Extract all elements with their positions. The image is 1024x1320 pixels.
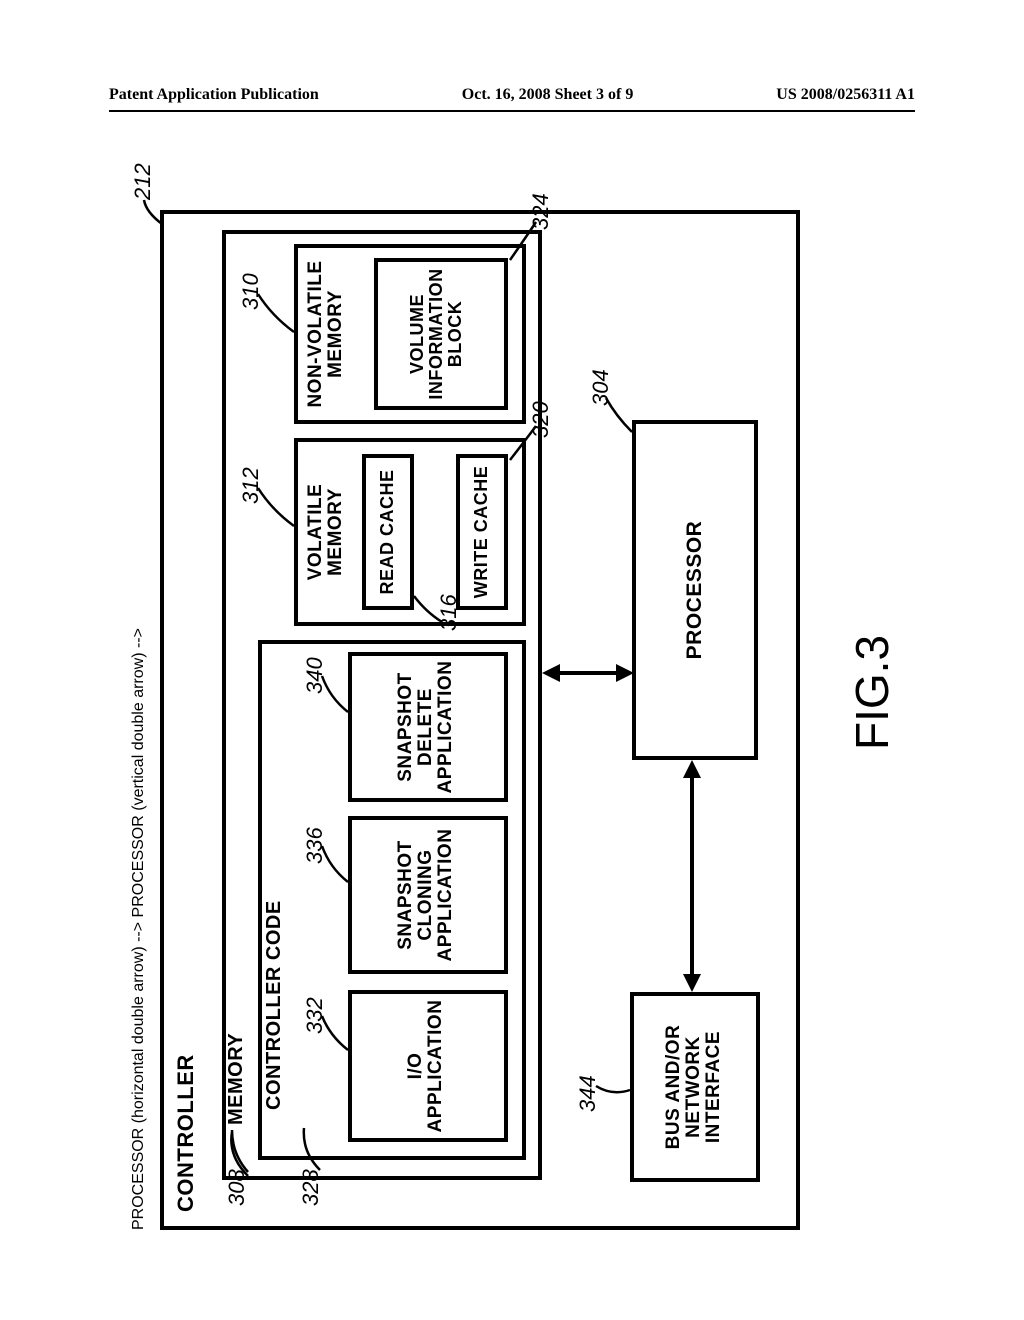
nonvolatile-title: NON-VOLATILE MEMORY <box>306 244 346 424</box>
leader-324 <box>506 216 542 264</box>
processor-label: PROCESSOR <box>684 420 706 760</box>
write-cache-label: WRITE CACHE <box>472 454 491 610</box>
conn-bus-proc <box>690 776 694 974</box>
read-cache-label: READ CACHE <box>378 454 397 610</box>
leader-336 <box>316 840 352 886</box>
leader-212 <box>140 190 168 230</box>
conn-mem-proc <box>560 671 618 675</box>
controller-code-ref: 328 <box>298 1169 324 1206</box>
clone-app-label: SNAPSHOT CLONING APPLICATION <box>396 816 456 974</box>
controller-title: CONTROLLER <box>174 1054 197 1212</box>
memory-title: MEMORY <box>226 1033 247 1125</box>
arrow-bus-side <box>683 974 701 992</box>
header-rule <box>109 110 915 112</box>
vib-label: VOLUME INFORMATION BLOCK <box>408 258 465 410</box>
leader-328 <box>294 1124 324 1174</box>
delete-app-label: SNAPSHOT DELETE APPLICATION <box>396 652 456 802</box>
leader-344 <box>594 1066 634 1102</box>
volatile-title: VOLATILE MEMORY <box>306 438 346 626</box>
header-left: Patent Application Publication <box>109 86 319 104</box>
arrow-mem-side <box>542 664 560 682</box>
figure-caption: FIG.3 <box>845 635 899 750</box>
page-header: Patent Application Publication Oct. 16, … <box>109 86 915 104</box>
io-app-label: I/O APPLICATION <box>406 990 446 1142</box>
controller-code-title: CONTROLLER CODE <box>264 900 285 1110</box>
bus-if-label: BUS AND/OR NETWORK INTERFACE <box>664 992 724 1182</box>
leader-312 <box>252 482 298 530</box>
figure: CONTROLLER 212 MEMORY 308 CONTROLLER COD… <box>130 180 900 1230</box>
figure-stage: CONTROLLER 212 MEMORY 308 CONTROLLER COD… <box>130 180 900 1230</box>
header-center: Oct. 16, 2008 Sheet 3 of 9 <box>462 86 634 104</box>
arrow-proc-side-v <box>616 664 634 682</box>
leader-340 <box>316 670 352 716</box>
leader-310 <box>252 288 298 336</box>
leader-304 <box>600 392 636 436</box>
leader-332 <box>316 1010 352 1054</box>
arrow-proc-side <box>683 760 701 778</box>
leader-320 <box>506 420 542 464</box>
leader-308b <box>226 1126 252 1176</box>
leader-316 <box>412 590 448 626</box>
header-right: US 2008/0256311 A1 <box>776 86 915 104</box>
